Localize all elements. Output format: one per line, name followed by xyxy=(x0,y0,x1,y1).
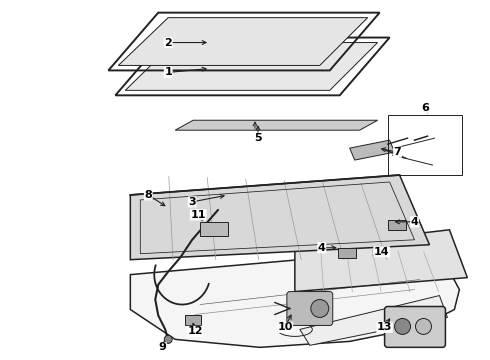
FancyBboxPatch shape xyxy=(385,306,445,347)
Bar xyxy=(388,115,463,175)
Text: 9: 9 xyxy=(158,342,166,352)
Text: 5: 5 xyxy=(254,133,262,143)
Text: 8: 8 xyxy=(145,190,152,200)
Bar xyxy=(185,315,201,325)
FancyBboxPatch shape xyxy=(287,292,333,325)
Text: 11: 11 xyxy=(191,210,206,220)
Bar xyxy=(200,222,228,236)
Bar xyxy=(388,220,406,230)
Polygon shape xyxy=(175,120,378,130)
Text: 1: 1 xyxy=(164,67,172,77)
Text: 3: 3 xyxy=(188,197,196,207)
Text: 6: 6 xyxy=(421,103,429,113)
Text: 14: 14 xyxy=(374,247,390,257)
Text: 4: 4 xyxy=(411,217,418,227)
Text: 12: 12 xyxy=(187,327,203,336)
Circle shape xyxy=(164,336,172,343)
Polygon shape xyxy=(130,175,429,260)
Text: 2: 2 xyxy=(164,37,172,48)
Polygon shape xyxy=(125,42,378,90)
Polygon shape xyxy=(295,230,467,292)
Text: 13: 13 xyxy=(377,323,392,332)
Polygon shape xyxy=(119,18,368,66)
Text: 7: 7 xyxy=(393,147,401,157)
Text: 4: 4 xyxy=(318,243,326,253)
Polygon shape xyxy=(350,140,394,160)
Circle shape xyxy=(416,319,432,334)
Circle shape xyxy=(311,300,329,318)
Polygon shape xyxy=(300,296,447,345)
Bar xyxy=(338,248,356,258)
Text: 10: 10 xyxy=(277,323,293,332)
Circle shape xyxy=(394,319,411,334)
Polygon shape xyxy=(130,252,460,347)
